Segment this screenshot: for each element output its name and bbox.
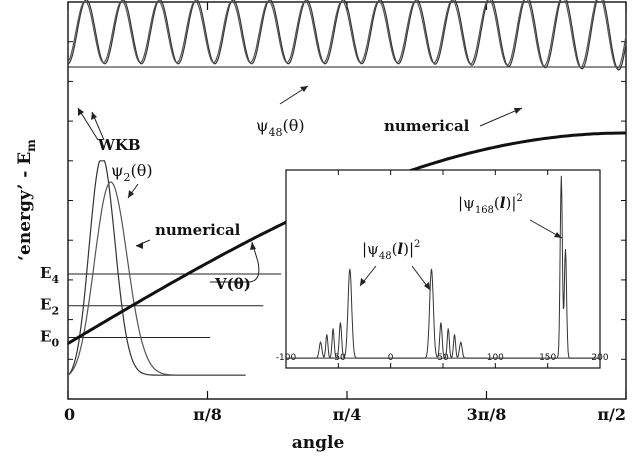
x-tick-label: π/8 (193, 405, 222, 424)
inset-psi48-label: |ψ48(l)|2 (362, 239, 420, 262)
arrow-heads (78, 86, 522, 250)
arrowhead (78, 108, 84, 116)
x-tick-label: 3π/8 (467, 405, 507, 424)
psi2-wkb-curve (67, 160, 246, 376)
arrowhead (250, 242, 256, 250)
inset-x-ticks (285, 170, 601, 368)
x-tick-label: π/4 (333, 405, 362, 424)
numerical-top-label: numerical (384, 117, 470, 135)
arrowhead (300, 86, 308, 92)
inset-frame (285, 169, 601, 369)
energy-level-lines (68, 273, 282, 338)
inset-chart: -100 -50 0 50 100 150 200 |ψ48(l)|2 |ψ168(l)|2 (276, 169, 609, 369)
x-tick-label: 0 (64, 405, 75, 424)
psi2-label: ψ2(θ) (111, 161, 153, 184)
arrowhead (554, 232, 562, 238)
numerical-mid-label: numerical (155, 221, 241, 239)
arrowhead (91, 112, 97, 120)
psi48-numerical-curve (67, 0, 627, 70)
wkb-label: WKB (97, 136, 141, 154)
psi48-wkb-curve (67, 0, 627, 71)
potential-label: V(θ) (214, 275, 251, 293)
x-tick-label: π/2 (597, 405, 626, 424)
arrowhead (128, 190, 134, 198)
energy-level-label: E0 (40, 327, 59, 349)
arrowhead (424, 282, 430, 290)
arrowhead (514, 108, 522, 114)
energy-level-label: E4 (40, 264, 59, 286)
arrowhead (136, 242, 143, 249)
psi2-numerical-curve (67, 181, 246, 376)
psi48-label: ψ48(θ) (256, 116, 305, 139)
potential-arrow (210, 241, 260, 283)
inset-psi168-label: |ψ168(l)|2 (458, 193, 523, 216)
energy-level-label: E2 (40, 296, 59, 318)
y-axis-label: ‘energy’ - Em (15, 139, 38, 261)
inset-arrow-heads (360, 232, 562, 290)
arrowhead (360, 278, 366, 286)
inset-x-tick-label: 200 (591, 353, 608, 363)
inset-psi168-curve (286, 175, 600, 359)
x-tick-labels: 0 π/8 π/4 3π/8 π/2 (64, 405, 626, 424)
x-axis-label: angle (292, 433, 345, 453)
energy-level-labels: E4 E2 E0 (40, 264, 59, 350)
